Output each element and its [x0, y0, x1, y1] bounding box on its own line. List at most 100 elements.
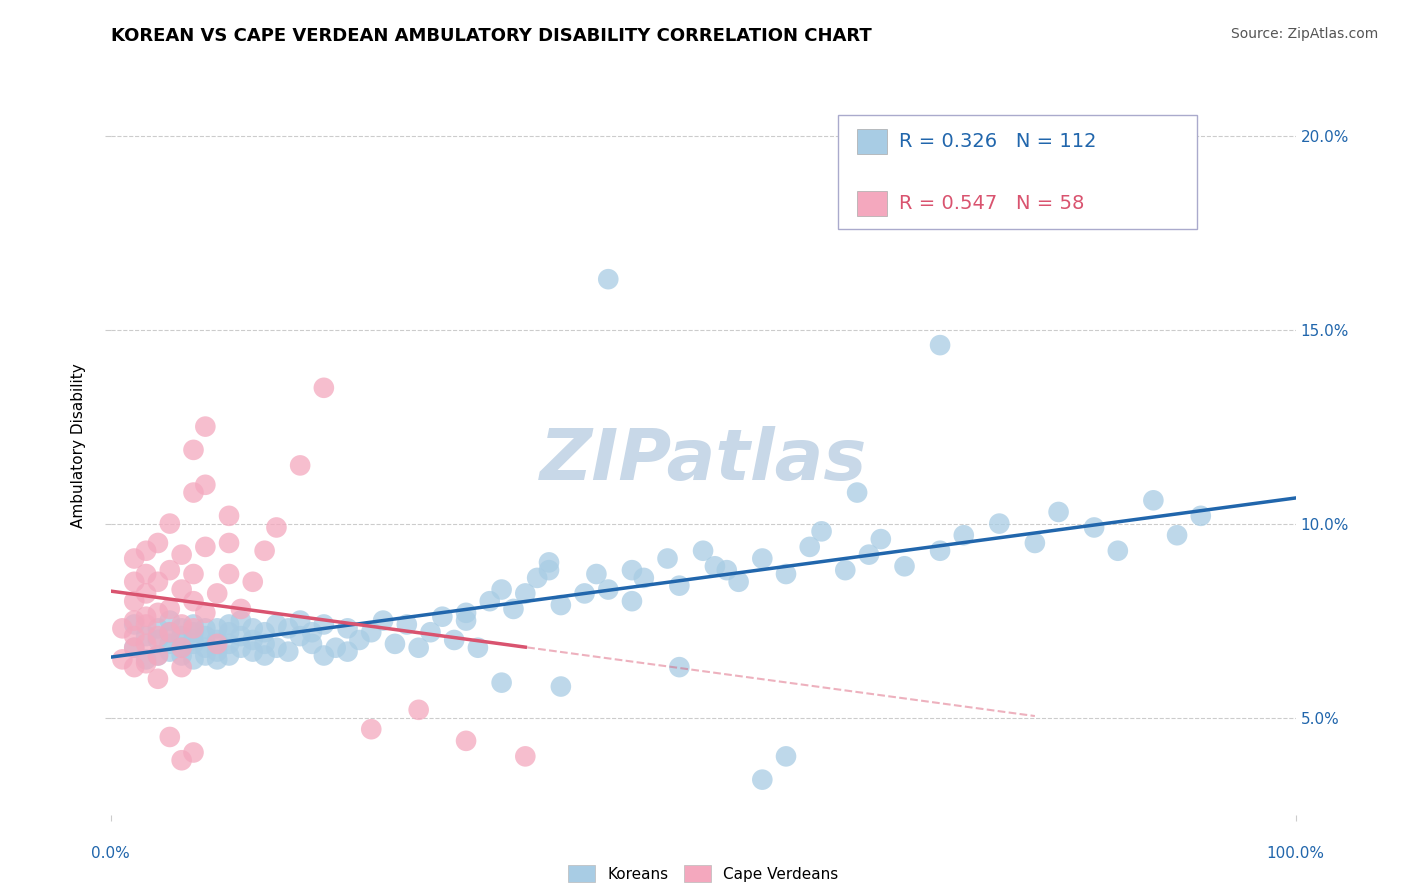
Point	[170, 621, 193, 635]
Y-axis label: Ambulatory Disability: Ambulatory Disability	[72, 364, 86, 528]
Point	[349, 632, 371, 647]
Point	[183, 442, 205, 457]
Point	[266, 640, 288, 655]
Point	[454, 614, 477, 628]
Point	[146, 672, 169, 686]
Point	[242, 645, 264, 659]
Point	[205, 637, 228, 651]
Point	[467, 640, 489, 655]
Point	[194, 419, 217, 434]
Point	[122, 551, 145, 566]
Point	[336, 621, 359, 635]
Text: ZIPatlas: ZIPatlas	[540, 426, 866, 495]
Point	[194, 540, 217, 554]
Point	[432, 609, 454, 624]
Point	[122, 617, 145, 632]
Point	[526, 571, 548, 585]
Point	[229, 614, 252, 628]
Point	[727, 574, 749, 589]
Point	[502, 602, 524, 616]
Text: R = 0.326   N = 112: R = 0.326 N = 112	[898, 131, 1097, 151]
Point	[395, 617, 418, 632]
Point	[146, 648, 169, 663]
Point	[183, 746, 205, 760]
Point	[384, 637, 406, 651]
Point	[229, 602, 252, 616]
Point	[301, 637, 323, 651]
Point	[183, 621, 205, 635]
Point	[537, 555, 560, 569]
Point	[277, 621, 299, 635]
Point	[159, 637, 181, 651]
Point	[122, 640, 145, 655]
Point	[312, 381, 335, 395]
Point	[183, 652, 205, 666]
Point	[135, 629, 157, 643]
Point	[218, 625, 240, 640]
Point	[194, 640, 217, 655]
Point	[515, 749, 537, 764]
Point	[159, 602, 181, 616]
Point	[408, 703, 430, 717]
Point	[266, 617, 288, 632]
Point	[703, 559, 725, 574]
Point	[170, 629, 193, 643]
Point	[952, 528, 974, 542]
Point	[869, 532, 891, 546]
Point	[1166, 528, 1188, 542]
Point	[183, 594, 205, 608]
Point	[135, 657, 157, 671]
Point	[146, 632, 169, 647]
Point	[135, 652, 157, 666]
Point	[325, 640, 347, 655]
Point	[253, 543, 276, 558]
Point	[205, 632, 228, 647]
Point	[159, 625, 181, 640]
Point	[312, 617, 335, 632]
Point	[810, 524, 832, 539]
Point	[146, 574, 169, 589]
Point	[194, 606, 217, 620]
Point	[574, 586, 596, 600]
Point	[454, 734, 477, 748]
Point	[242, 621, 264, 635]
Point	[218, 536, 240, 550]
Point	[1189, 508, 1212, 523]
Point	[111, 652, 134, 666]
Point	[218, 508, 240, 523]
Point	[253, 648, 276, 663]
Point	[159, 563, 181, 577]
Point	[360, 625, 382, 640]
Point	[301, 625, 323, 640]
Point	[858, 548, 880, 562]
Point	[183, 632, 205, 647]
Point	[170, 640, 193, 655]
Point	[360, 722, 382, 736]
Point	[135, 637, 157, 651]
Point	[751, 551, 773, 566]
Point	[122, 640, 145, 655]
Point	[194, 477, 217, 491]
Point	[550, 680, 572, 694]
Text: Source: ZipAtlas.com: Source: ZipAtlas.com	[1230, 27, 1378, 41]
Point	[288, 614, 311, 628]
Point	[692, 543, 714, 558]
Point	[170, 548, 193, 562]
Point	[183, 625, 205, 640]
Point	[242, 574, 264, 589]
Point	[988, 516, 1011, 531]
Point	[183, 567, 205, 582]
Point	[585, 567, 607, 582]
Point	[135, 543, 157, 558]
Point	[194, 629, 217, 643]
Point	[135, 586, 157, 600]
Point	[633, 571, 655, 585]
Point	[170, 617, 193, 632]
Legend: Koreans, Cape Verdeans: Koreans, Cape Verdeans	[561, 859, 845, 888]
Point	[183, 617, 205, 632]
Point	[371, 614, 394, 628]
Point	[288, 458, 311, 473]
Point	[929, 543, 952, 558]
Point	[537, 563, 560, 577]
Point	[159, 730, 181, 744]
